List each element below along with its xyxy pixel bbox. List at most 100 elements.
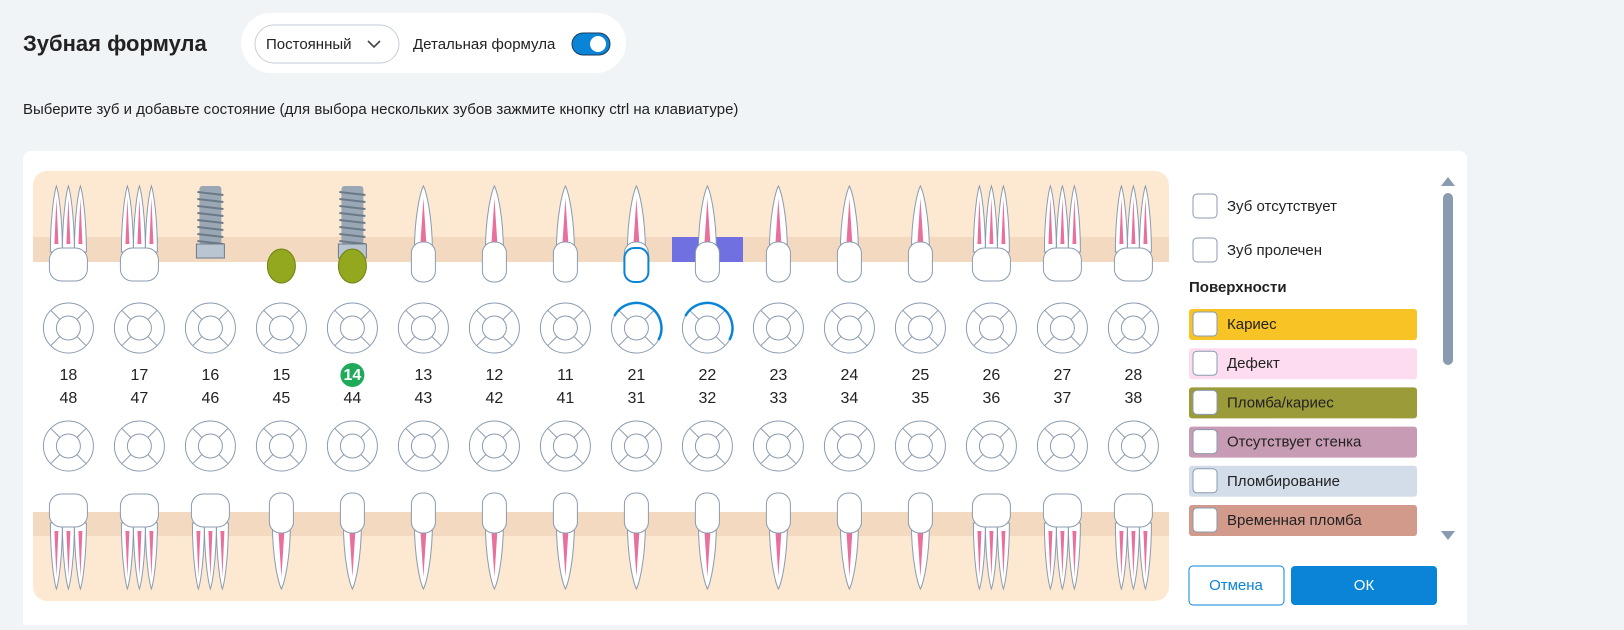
tooth-number[interactable]: 45 bbox=[273, 390, 291, 407]
upper-tooth[interactable] bbox=[623, 184, 650, 283]
ok-button[interactable] bbox=[1291, 566, 1437, 605]
checkbox[interactable] bbox=[1192, 237, 1218, 263]
thread bbox=[197, 198, 224, 203]
checkbox[interactable] bbox=[1192, 193, 1218, 219]
upper-tooth[interactable] bbox=[48, 184, 88, 282]
tooth-number[interactable]: 42 bbox=[486, 390, 504, 407]
divider bbox=[760, 336, 771, 347]
lower-tooth[interactable] bbox=[48, 493, 88, 591]
tooth-number[interactable]: 47 bbox=[131, 390, 149, 407]
tooth-number[interactable]: 18 bbox=[60, 367, 78, 384]
lower-tooth[interactable] bbox=[339, 492, 365, 591]
divider bbox=[502, 454, 513, 465]
tooth-number[interactable]: 14 bbox=[344, 367, 362, 384]
tooth-number[interactable]: 46 bbox=[202, 390, 220, 407]
upper-tooth[interactable] bbox=[266, 248, 296, 284]
checkbox[interactable] bbox=[1192, 389, 1218, 415]
crown bbox=[765, 492, 791, 534]
tooth-number[interactable]: 44 bbox=[344, 390, 362, 407]
checkbox[interactable] bbox=[1192, 507, 1218, 533]
surface-map bbox=[681, 420, 733, 472]
divider bbox=[147, 454, 158, 465]
tooth-number[interactable]: 33 bbox=[770, 390, 788, 407]
tooth-number[interactable]: 38 bbox=[1125, 390, 1143, 407]
surface-map bbox=[681, 301, 734, 354]
tooth-number[interactable]: 12 bbox=[486, 367, 504, 384]
upper-tooth[interactable] bbox=[481, 184, 507, 283]
divider bbox=[431, 309, 442, 320]
lower-tooth[interactable] bbox=[481, 492, 507, 591]
scroll-down[interactable] bbox=[1441, 531, 1455, 540]
divider bbox=[405, 309, 416, 320]
lower-tooth[interactable] bbox=[190, 493, 230, 591]
canal bbox=[137, 531, 142, 577]
lower-tooth[interactable] bbox=[836, 492, 862, 591]
upper-tooth[interactable] bbox=[410, 184, 436, 283]
tooth-number[interactable]: 35 bbox=[912, 390, 930, 407]
upper-tooth[interactable] bbox=[1113, 184, 1153, 282]
lower-tooth[interactable] bbox=[623, 492, 649, 591]
surface-label: Временная пломба bbox=[1227, 512, 1362, 529]
tooth-number[interactable]: 15 bbox=[273, 367, 291, 384]
surface-map bbox=[113, 420, 165, 472]
divider bbox=[760, 454, 771, 465]
tooth-number[interactable]: 37 bbox=[1054, 390, 1072, 407]
upper-tooth[interactable] bbox=[971, 184, 1011, 282]
divider bbox=[999, 309, 1010, 320]
lower-tooth[interactable] bbox=[907, 492, 933, 591]
tooth-number[interactable]: 34 bbox=[841, 390, 859, 407]
upper-tooth[interactable] bbox=[1042, 184, 1082, 282]
lower-tooth[interactable] bbox=[1113, 493, 1153, 591]
dentition-select[interactable] bbox=[254, 24, 400, 64]
checkbox[interactable] bbox=[1192, 311, 1218, 337]
divider bbox=[689, 454, 700, 465]
tooth-number[interactable]: 27 bbox=[1054, 367, 1072, 384]
tooth-number[interactable]: 41 bbox=[557, 390, 575, 407]
tooth-number[interactable]: 17 bbox=[131, 367, 149, 384]
tooth-number[interactable]: 28 bbox=[1125, 367, 1143, 384]
checkbox[interactable] bbox=[1192, 429, 1218, 455]
upper-tooth[interactable] bbox=[836, 184, 862, 283]
tooth-number[interactable]: 32 bbox=[699, 390, 717, 407]
lower-tooth[interactable] bbox=[410, 492, 436, 591]
tooth-number[interactable]: 43 bbox=[415, 390, 433, 407]
tooth-number[interactable]: 24 bbox=[841, 367, 859, 384]
lower-tooth[interactable] bbox=[268, 492, 294, 591]
lower-tooth[interactable] bbox=[1042, 493, 1082, 591]
lower-tooth[interactable] bbox=[119, 493, 159, 591]
lower-tooth[interactable] bbox=[765, 492, 791, 591]
upper-tooth[interactable] bbox=[765, 184, 791, 283]
tooth-number[interactable]: 26 bbox=[983, 367, 1001, 384]
divider bbox=[689, 336, 700, 347]
scroll-thumb[interactable] bbox=[1443, 193, 1453, 365]
tooth-number[interactable]: 16 bbox=[202, 367, 220, 384]
tooth-number[interactable]: 25 bbox=[912, 367, 930, 384]
thread bbox=[339, 219, 366, 224]
upper-tooth[interactable] bbox=[907, 184, 933, 283]
tooth-number[interactable]: 21 bbox=[628, 367, 646, 384]
tooth-number[interactable]: 22 bbox=[699, 367, 717, 384]
divider bbox=[715, 336, 726, 347]
upper-tooth[interactable] bbox=[552, 184, 578, 283]
canal bbox=[66, 198, 71, 244]
canal bbox=[491, 531, 498, 577]
checkbox[interactable] bbox=[1192, 350, 1218, 376]
tooth-number[interactable]: 13 bbox=[415, 367, 433, 384]
tooth-number[interactable]: 23 bbox=[770, 367, 788, 384]
tooth-number[interactable]: 11 bbox=[557, 367, 574, 384]
lower-tooth[interactable] bbox=[694, 492, 720, 591]
checkbox[interactable] bbox=[1192, 468, 1218, 494]
tooth-number[interactable]: 48 bbox=[60, 390, 78, 407]
crown bbox=[1113, 247, 1153, 282]
surface-row bbox=[1189, 505, 1417, 536]
lower-tooth[interactable] bbox=[971, 493, 1011, 591]
upper-tooth[interactable] bbox=[337, 186, 367, 284]
lower-tooth[interactable] bbox=[552, 492, 578, 591]
scroll-up[interactable] bbox=[1441, 177, 1455, 186]
cancel-button[interactable] bbox=[1188, 565, 1285, 606]
upper-tooth[interactable] bbox=[195, 186, 225, 259]
upper-tooth[interactable] bbox=[119, 184, 159, 282]
tooth-number[interactable]: 31 bbox=[628, 390, 646, 407]
upper-tooth[interactable] bbox=[694, 184, 720, 283]
tooth-number[interactable]: 36 bbox=[983, 390, 1001, 407]
